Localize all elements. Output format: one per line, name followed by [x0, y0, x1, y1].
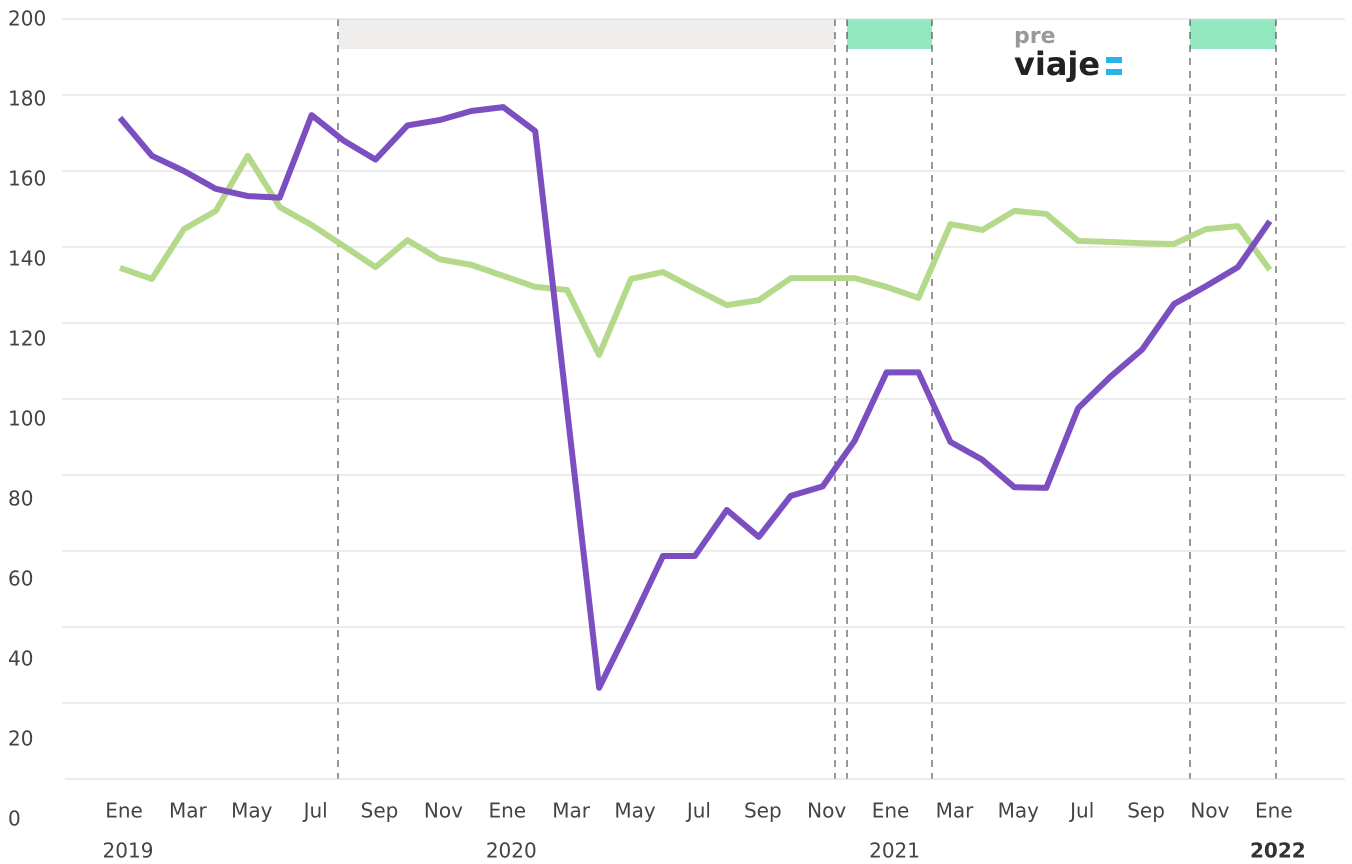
- logo-icon: [1106, 69, 1122, 75]
- y-tick-label: 180: [8, 87, 46, 111]
- x-tick-label: Jul: [1068, 799, 1094, 823]
- logo-top: pre: [1014, 24, 1056, 49]
- year-label: 2019: [103, 839, 154, 863]
- period-band: [1190, 19, 1276, 49]
- x-tick-label: Jul: [685, 799, 711, 823]
- x-tick-label: Ene: [1255, 799, 1293, 823]
- x-tick-label: Nov: [1190, 799, 1229, 823]
- y-tick-label: 0: [8, 807, 21, 831]
- period-band: [338, 19, 835, 49]
- x-tick-label: Mar: [936, 799, 975, 823]
- x-tick-label: May: [614, 799, 656, 823]
- year-label: 2021: [869, 839, 920, 863]
- x-tick-label: Ene: [872, 799, 910, 823]
- logo-icon: [1106, 57, 1122, 63]
- period-band: [847, 19, 932, 49]
- y-tick-label: 80: [8, 487, 33, 511]
- x-tick-label: Mar: [552, 799, 591, 823]
- y-tick-label: 60: [8, 567, 33, 591]
- x-tick-label: Ene: [105, 799, 143, 823]
- year-label: 2020: [486, 839, 537, 863]
- y-tick-label: 20: [8, 727, 33, 751]
- logo-bottom: viaje: [1014, 45, 1100, 83]
- y-tick-label: 200: [8, 7, 46, 31]
- x-tick-label: Sep: [744, 799, 782, 823]
- x-tick-label: Nov: [424, 799, 463, 823]
- y-tick-label: 120: [8, 327, 46, 351]
- x-tick-label: Nov: [807, 799, 846, 823]
- y-tick-label: 100: [8, 407, 46, 431]
- x-tick-label: Ene: [488, 799, 526, 823]
- y-tick-label: 160: [8, 167, 46, 191]
- x-tick-label: Sep: [1127, 799, 1165, 823]
- x-tick-label: May: [231, 799, 273, 823]
- x-tick-label: Mar: [169, 799, 208, 823]
- year-label: 2022: [1250, 839, 1306, 863]
- x-tick-label: May: [998, 799, 1040, 823]
- x-tick-label: Jul: [302, 799, 328, 823]
- y-tick-label: 40: [8, 647, 33, 671]
- series-line: [119, 152, 1273, 358]
- series-line: [117, 104, 1273, 691]
- x-tick-label: Sep: [361, 799, 399, 823]
- y-tick-label: 140: [8, 247, 46, 271]
